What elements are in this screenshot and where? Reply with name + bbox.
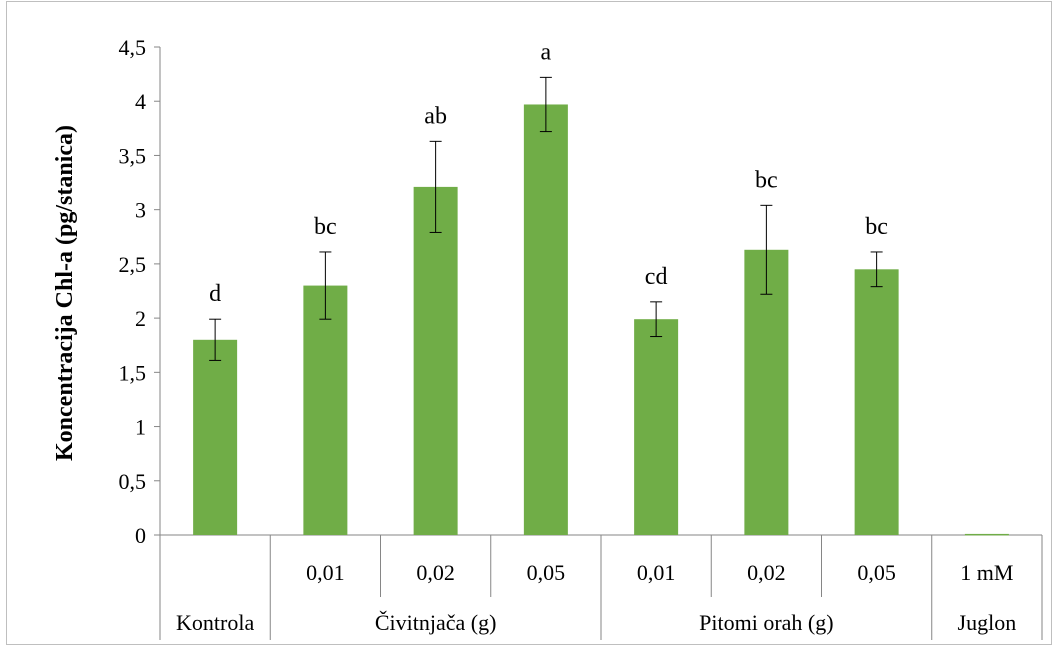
y-tick-label: 3,5 bbox=[119, 143, 147, 168]
plot-area: 0 0,5 1 1,5 2 2,5 3 3,5 4 4,5 d bc ab a cd bc bc 0,01 0,02… bbox=[119, 35, 1043, 640]
y-tick-label: 1,5 bbox=[119, 360, 147, 385]
bar bbox=[854, 269, 899, 535]
category-label: 0,05 bbox=[857, 560, 896, 585]
significance-label: d bbox=[209, 281, 221, 307]
y-tick-label: 0,5 bbox=[119, 469, 147, 494]
category-label: 0,05 bbox=[527, 560, 566, 585]
category-label: 0,02 bbox=[416, 560, 455, 585]
significance-label: a bbox=[541, 39, 552, 65]
significance-label: ab bbox=[424, 103, 447, 129]
y-tick-label: 0 bbox=[135, 523, 146, 548]
bar bbox=[964, 533, 1009, 536]
bar bbox=[523, 104, 568, 535]
significance-label: bc bbox=[314, 214, 337, 240]
y-tick-label: 1 bbox=[135, 415, 146, 440]
group-label: Pitomi orah (g) bbox=[699, 610, 833, 635]
significance-label: bc bbox=[755, 167, 778, 193]
y-tick-label: 4,5 bbox=[119, 35, 147, 60]
bar bbox=[193, 339, 238, 535]
group-label: Čivitnjača (g) bbox=[375, 610, 497, 635]
group-label: Juglon bbox=[958, 610, 1017, 635]
significance-label: bc bbox=[865, 214, 888, 240]
group-label: Kontrola bbox=[176, 610, 254, 635]
bar bbox=[634, 319, 679, 535]
category-label: 0,01 bbox=[637, 560, 676, 585]
y-axis-label: Koncentracija Chl-a (pg/stanica) bbox=[52, 125, 78, 461]
category-label: 1 mM bbox=[960, 560, 1013, 585]
y-tick-label: 3 bbox=[135, 198, 146, 223]
y-tick-label: 2 bbox=[135, 306, 146, 331]
y-tick-label: 2,5 bbox=[119, 252, 147, 277]
y-tick-label: 4 bbox=[135, 89, 146, 114]
bar bbox=[744, 249, 789, 535]
category-label: 0,01 bbox=[306, 560, 345, 585]
category-label: 0,02 bbox=[747, 560, 786, 585]
bar bbox=[303, 285, 348, 535]
significance-label: cd bbox=[645, 264, 668, 290]
bar bbox=[413, 186, 458, 536]
